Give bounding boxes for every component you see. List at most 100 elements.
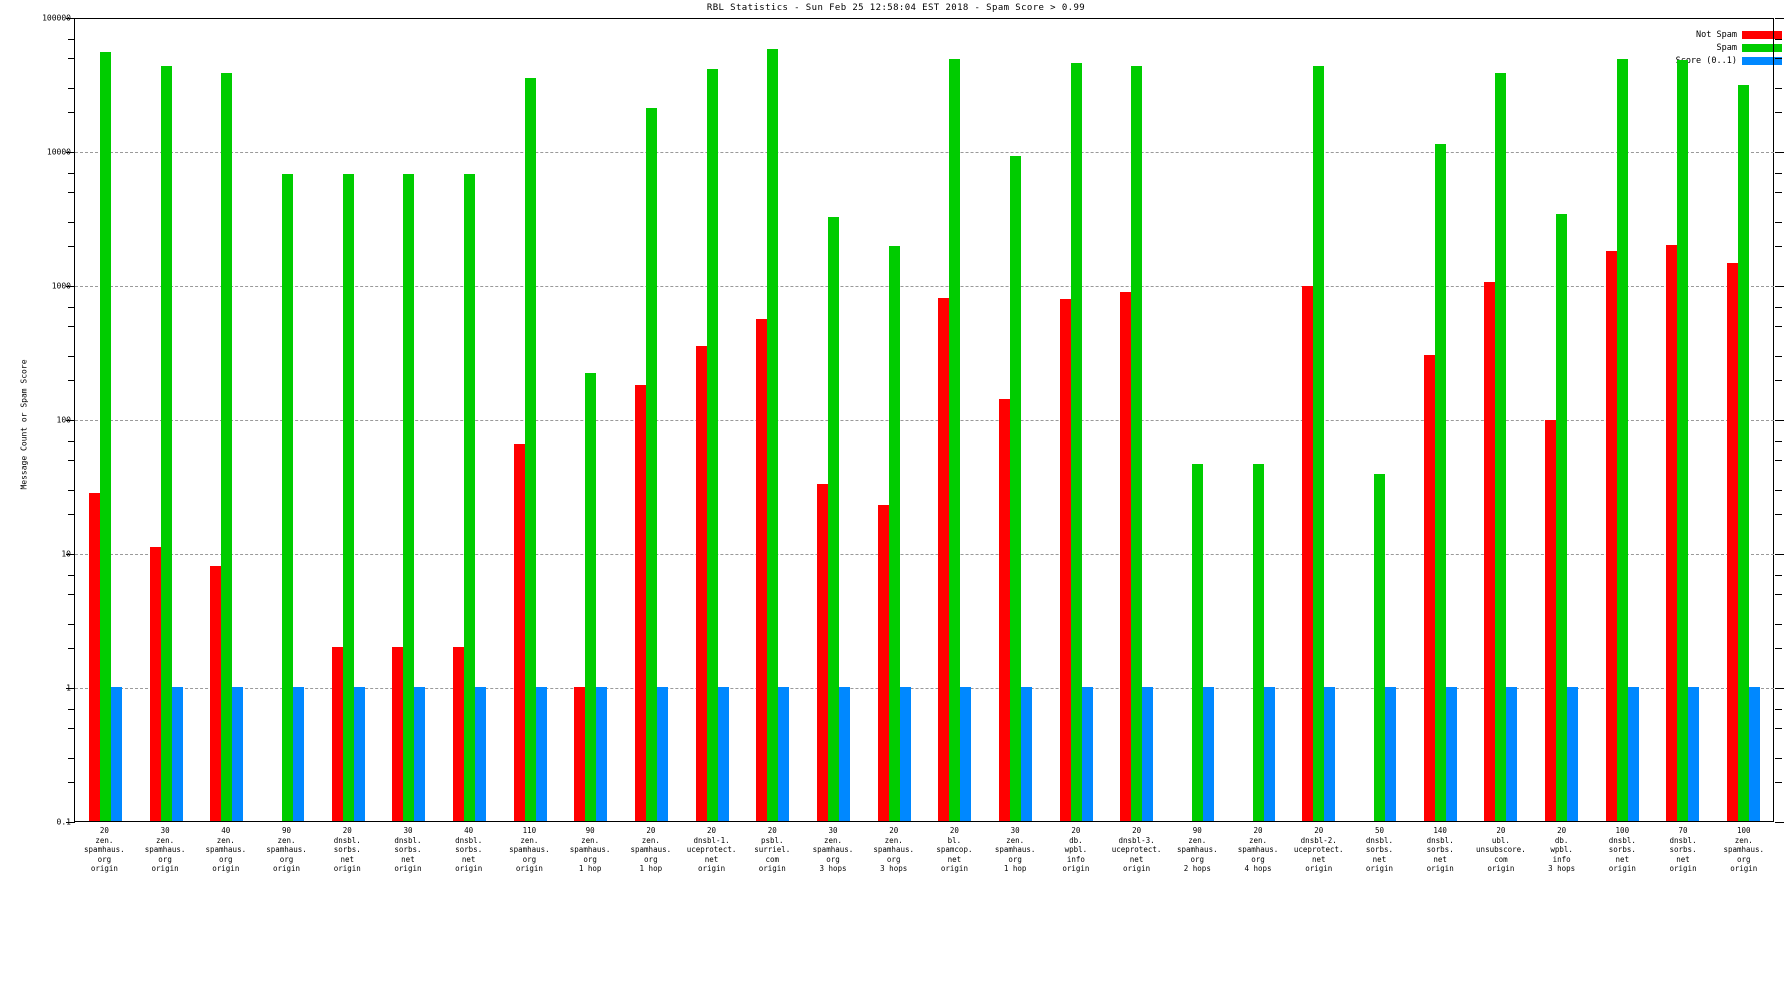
y-minor-tick-mark	[1775, 192, 1782, 194]
y-tick-label: 10000	[46, 147, 71, 157]
plot-right-border	[1773, 18, 1774, 821]
legend-label: Score (0..1)	[1675, 55, 1737, 66]
bar-group	[439, 18, 500, 821]
x-axis-label-line: net	[1311, 854, 1326, 864]
bar-not-spam	[1120, 292, 1132, 821]
x-axis-label: 140 dnsbl. sorbs. net origin	[1410, 826, 1471, 916]
bar-score	[899, 687, 911, 821]
x-axis-label-line: 30	[828, 826, 838, 835]
x-axis-label-line: zen.	[1734, 835, 1753, 845]
bar-score	[1081, 687, 1093, 821]
y-minor-tick-mark	[1775, 647, 1782, 649]
x-axis-label: 90 zen. spamhaus. org 2 hops	[1167, 826, 1228, 916]
x-axis-label-line: origin	[1608, 864, 1636, 873]
x-axis-label: 20 zen. spamhaus. org 1 hop	[620, 826, 681, 916]
y-tick-mark	[66, 152, 75, 153]
x-axis-label: 20 db. wpbl. info 3 hops	[1531, 826, 1592, 916]
bar-score	[535, 687, 547, 821]
bar-spam	[585, 373, 597, 821]
bar-score	[1324, 687, 1336, 821]
x-axis-label: 30 zen. spamhaus. org 3 hops	[803, 826, 864, 916]
gridline	[75, 152, 1774, 153]
x-axis-label-line: zen.	[95, 835, 114, 845]
x-axis-label-line: dnsbl.	[394, 835, 422, 845]
x-axis-label-line: 30	[160, 826, 170, 835]
bar-score	[353, 687, 365, 821]
x-axis-label: 20 db. wpbl. info origin	[1046, 826, 1107, 916]
x-axis-label-line: org	[1251, 854, 1265, 864]
x-axis-label-line: org	[219, 854, 233, 864]
x-axis-label-line: 100	[1615, 826, 1630, 835]
legend-swatch	[1742, 56, 1782, 65]
x-axis-label-line: net	[947, 854, 962, 864]
x-axis-label-line: net	[1433, 854, 1447, 864]
bar-not-spam	[1726, 263, 1738, 821]
bar-group	[864, 18, 925, 821]
x-axis-label-line: 20	[646, 826, 656, 835]
y-minor-tick-mark	[68, 356, 75, 358]
x-axis-label-line: 3 hops	[819, 864, 847, 873]
x-axis-label-line: 3 hops	[880, 864, 908, 873]
bar-group	[742, 18, 803, 821]
bar-group	[257, 18, 318, 821]
x-axis-label: 30 dnsbl. sorbs. net origin	[378, 826, 439, 916]
bar-not-spam	[331, 646, 343, 821]
x-axis-label-line: org	[826, 854, 840, 864]
bar-score	[292, 687, 304, 821]
bar-not-spam	[210, 566, 222, 821]
x-axis-label-line: 20	[1314, 826, 1324, 835]
y-minor-tick-mark	[1775, 708, 1782, 710]
bar-group	[1228, 18, 1289, 821]
x-axis-label-line: psbl.	[760, 835, 784, 845]
x-axis-label-line: 100	[1736, 826, 1751, 835]
x-axis-label: 20 zen. spamhaus. org 4 hops	[1228, 826, 1289, 916]
x-axis-label: 30 zen. spamhaus. org 1 hop	[985, 826, 1046, 916]
x-axis-label-line: wpbl.	[1064, 845, 1088, 854]
bar-spam	[767, 48, 779, 821]
bar-not-spam	[1484, 281, 1496, 821]
y-minor-tick-mark	[1775, 245, 1782, 247]
x-axis-label-line: origin	[1669, 864, 1697, 873]
x-axis-label: 100 zen. spamhaus. org origin	[1713, 826, 1774, 916]
x-axis-label-line: wpbl.	[1550, 845, 1573, 854]
x-axis-label-line: origin	[455, 864, 483, 873]
y-minor-tick-mark	[68, 728, 75, 730]
x-axis-label-line: uceprotect.	[686, 845, 737, 854]
x-axis-label-line: 1 hop	[578, 864, 602, 873]
bar-group	[560, 18, 621, 821]
bar-group	[500, 18, 561, 821]
x-axis-label-line: net	[461, 854, 476, 864]
y-tick-mark	[1775, 420, 1784, 421]
y-axis-title: Message Count or Spam Score	[19, 359, 29, 490]
bar-group	[803, 18, 864, 821]
y-minor-tick-mark	[1775, 172, 1782, 174]
x-axis-label-line: net	[401, 854, 415, 864]
x-axis-label-line: db.	[1554, 835, 1569, 845]
x-axis-label-line: dnsbl.	[455, 835, 483, 845]
x-axis-label-line: origin	[394, 864, 422, 873]
x-axis-label: 30 zen. spamhaus. org origin	[135, 826, 196, 916]
bar-score	[1506, 687, 1518, 821]
x-axis-label-line: origin	[1062, 864, 1090, 873]
y-minor-tick-mark	[68, 781, 75, 783]
legend-swatch	[1742, 43, 1782, 52]
x-axis-label-line: org	[1190, 854, 1205, 864]
bar-spam	[1555, 213, 1567, 821]
bar-not-spam	[816, 483, 828, 821]
x-axis-label-line: 20	[889, 826, 899, 835]
bar-spam	[1009, 155, 1021, 821]
bar-not-spam	[1302, 285, 1314, 821]
x-axis-label-line: 50	[1374, 826, 1384, 835]
y-minor-tick-mark	[1775, 222, 1782, 224]
x-axis-label-line: org	[644, 854, 658, 864]
y-minor-tick-mark	[68, 594, 75, 596]
bar-score	[1202, 687, 1214, 821]
y-tick-mark	[66, 286, 75, 287]
bar-score	[1566, 687, 1578, 821]
x-axis-label-line: net	[1615, 854, 1630, 864]
bar-group	[1713, 18, 1774, 821]
x-axis-label-line: dnsbl.	[1365, 835, 1393, 845]
bar-spam	[827, 217, 839, 821]
y-minor-tick-mark	[1775, 38, 1782, 40]
x-axis-label-line: 70	[1678, 826, 1688, 835]
